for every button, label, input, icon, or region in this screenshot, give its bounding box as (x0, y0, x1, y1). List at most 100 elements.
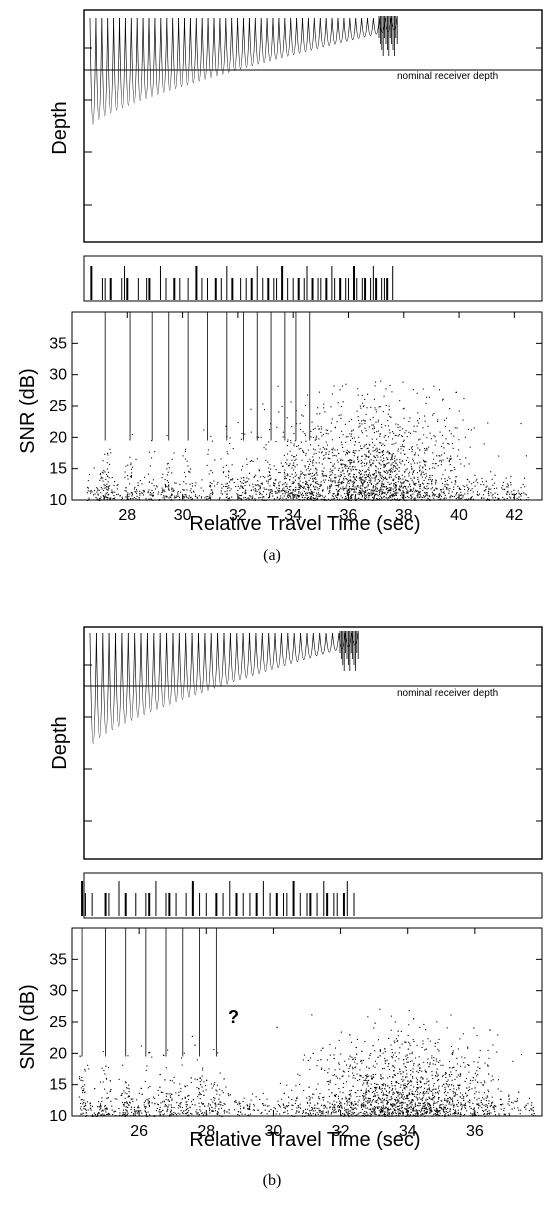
snr-point-a (170, 499, 172, 501)
snr-point-a (189, 497, 191, 499)
snr-point-b (453, 1106, 455, 1108)
snr-point-b (115, 1110, 117, 1112)
snr-point-a (373, 490, 375, 492)
snr-point-a (351, 418, 353, 420)
snr-point-b (377, 1084, 379, 1086)
snr-point-a (373, 398, 375, 400)
snr-point-a (311, 492, 313, 494)
snr-point-a (250, 431, 252, 433)
snr-point-a (430, 488, 432, 490)
snr-point-a (337, 482, 339, 484)
snr-point-b (149, 1085, 151, 1087)
snr-point-a (363, 492, 365, 494)
snr-point-a (381, 491, 383, 493)
snr-point-a (321, 463, 323, 465)
snr-point-b (326, 1081, 328, 1083)
snr-point-b (440, 1100, 442, 1102)
snr-point-b (387, 1101, 389, 1103)
snr-point-a (341, 488, 343, 490)
snr-point-a (265, 459, 267, 461)
snr-point-b (210, 1099, 212, 1101)
snr-point-a (277, 385, 279, 387)
snr-point-a (491, 495, 493, 497)
snr-point-a (354, 452, 356, 454)
snr-point-b (224, 1112, 226, 1114)
snr-point-b (199, 1106, 201, 1108)
snr-point-b (516, 1098, 518, 1100)
snr-point-a (304, 433, 306, 435)
snr-point-b (357, 1090, 359, 1092)
snr-point-a (227, 498, 229, 500)
snr-point-b (433, 1059, 435, 1061)
snr-point-a (295, 486, 297, 488)
snr-point-a (401, 492, 403, 494)
snr-point-a (323, 481, 325, 483)
snr-point-a (279, 481, 281, 483)
snr-point-a (209, 482, 211, 484)
snr-point-a (294, 475, 296, 477)
snr-point-a (128, 493, 130, 495)
snr-point-b (397, 1105, 399, 1107)
snr-point-b (350, 1106, 352, 1108)
snr-point-a (263, 409, 265, 411)
snr-point-a (261, 482, 263, 484)
snr-point-a (368, 488, 370, 490)
snr-point-b (408, 1024, 410, 1026)
snr-point-a (149, 465, 151, 467)
snr-point-b (100, 1106, 102, 1108)
snr-point-a (269, 478, 271, 480)
snr-point-a (168, 467, 170, 469)
snr-point-a (100, 492, 102, 494)
snr-point-a (488, 487, 490, 489)
snr-point-b (450, 1071, 452, 1073)
snr-point-a (227, 487, 229, 489)
snr-point-a (418, 496, 420, 498)
snr-point-a (305, 492, 307, 494)
snr-point-a (338, 499, 340, 501)
snr-point-a (432, 463, 434, 465)
snr-point-b (483, 1113, 485, 1115)
snr-point-a (170, 496, 172, 498)
snr-point-a (348, 489, 350, 491)
snr-point-a (344, 466, 346, 468)
snr-point-a (225, 476, 227, 478)
snr-point-b (371, 1101, 373, 1103)
snr-point-b (348, 1067, 350, 1069)
snr-point-b (500, 1090, 502, 1092)
ray-trace-a (125, 17, 132, 106)
snr-point-a (402, 478, 404, 480)
snr-point-b (420, 1081, 422, 1083)
snr-point-a (369, 493, 371, 495)
snr-point-a (423, 459, 425, 461)
snr-point-a (282, 497, 284, 499)
snr-point-b (127, 1096, 129, 1098)
snr-point-b (222, 1092, 224, 1094)
snr-point-a (464, 499, 466, 501)
snr-point-a (432, 467, 434, 469)
snr-point-b (445, 1111, 447, 1113)
snr-point-a (419, 488, 421, 490)
snr-point-a (388, 453, 390, 455)
snr-point-a (289, 495, 291, 497)
snr-point-a (259, 491, 261, 493)
snr-point-b (448, 1103, 450, 1105)
snr-point-a (448, 490, 450, 492)
snr-point-b (360, 1104, 362, 1106)
snr-point-a (343, 473, 345, 475)
snr-point-a (98, 499, 100, 501)
snr-point-b (462, 1094, 464, 1096)
snr-point-a (342, 401, 344, 403)
snr-point-a (124, 490, 126, 492)
snr-point-b (184, 1113, 186, 1115)
snr-point-a (345, 467, 347, 469)
snr-point-a (359, 423, 361, 425)
snr-point-b (346, 1109, 348, 1111)
snr-point-a (375, 493, 377, 495)
snr-point-a (103, 498, 105, 500)
snr-point-b (411, 1093, 413, 1095)
snr-point-b (173, 1082, 175, 1084)
snr-point-b (503, 1113, 505, 1115)
snr-point-b (524, 1106, 526, 1108)
snr-point-a (394, 455, 396, 457)
snr-point-a (259, 488, 261, 490)
